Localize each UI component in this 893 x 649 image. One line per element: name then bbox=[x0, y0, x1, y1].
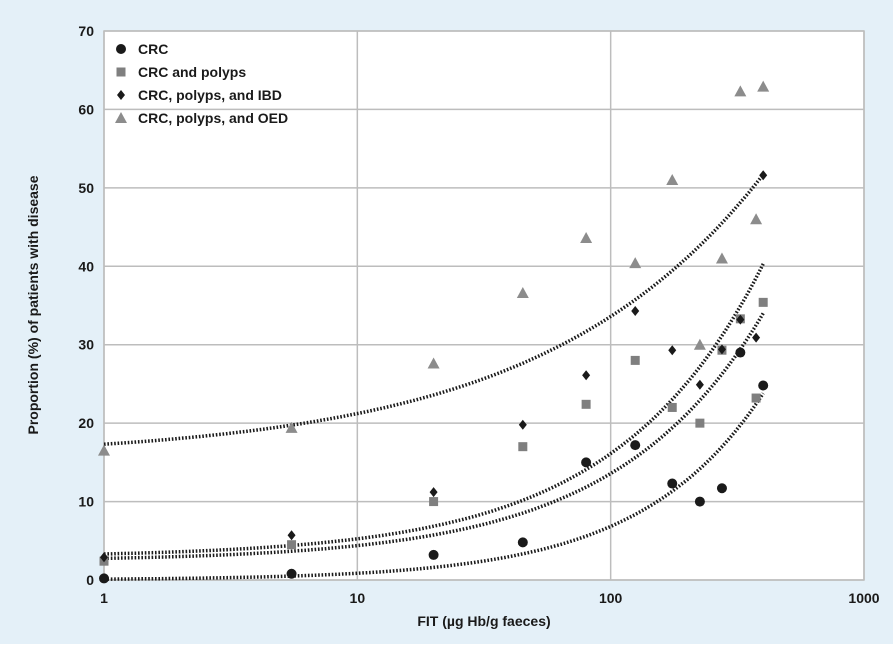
trend-line bbox=[103, 312, 765, 561]
data-point-series-3 bbox=[582, 370, 591, 381]
legend-marker bbox=[115, 112, 127, 123]
data-point-series-1 bbox=[758, 380, 769, 391]
y-tick-label: 70 bbox=[78, 23, 94, 39]
data-point-series-2 bbox=[630, 355, 640, 365]
data-point-series-1 bbox=[630, 440, 641, 451]
data-point-series-4 bbox=[98, 444, 110, 456]
y-tick-label: 30 bbox=[78, 337, 94, 353]
data-point-series-1 bbox=[694, 496, 705, 507]
y-tick-label: 60 bbox=[78, 101, 94, 117]
y-axis-title: Proportion (%) of patients with disease bbox=[25, 175, 41, 434]
trend-lines bbox=[103, 173, 765, 581]
legend-marker bbox=[116, 44, 126, 54]
legend-label: CRC, polyps, and OED bbox=[138, 110, 288, 126]
tick-labels: 0 10 20 30 40 50 60 70 1 10 100 1000 bbox=[78, 23, 879, 606]
x-tick-label: 100 bbox=[599, 590, 623, 606]
y-tick-label: 20 bbox=[78, 415, 94, 431]
trend-line bbox=[103, 263, 765, 556]
data-point-series-4 bbox=[750, 213, 763, 225]
data-points bbox=[98, 80, 770, 584]
data-point-series-4 bbox=[285, 421, 298, 433]
data-point-series-3 bbox=[287, 530, 296, 541]
data-point-series-4 bbox=[516, 286, 529, 298]
data-point-series-3 bbox=[752, 332, 761, 343]
data-point-series-4 bbox=[427, 357, 440, 369]
data-point-series-3 bbox=[429, 487, 438, 498]
data-point-series-3 bbox=[631, 305, 640, 316]
x-axis-title: FIT (µg Hb/g faeces) bbox=[417, 613, 550, 629]
y-tick-label: 10 bbox=[78, 494, 94, 510]
data-point-series-2 bbox=[751, 393, 761, 403]
x-tick-label: 1000 bbox=[848, 590, 879, 606]
data-point-series-3 bbox=[100, 552, 108, 563]
data-point-series-2 bbox=[758, 297, 768, 307]
data-point-series-2 bbox=[667, 402, 677, 412]
x-tick-label: 1 bbox=[100, 590, 108, 606]
data-point-series-1 bbox=[517, 537, 528, 548]
y-tick-label: 50 bbox=[78, 180, 94, 196]
data-point-series-4 bbox=[734, 85, 747, 97]
data-point-series-2 bbox=[429, 497, 439, 507]
legend-marker bbox=[117, 90, 125, 100]
x-tick-label: 10 bbox=[350, 590, 366, 606]
data-point-series-1 bbox=[716, 483, 727, 494]
data-point-series-3 bbox=[717, 344, 726, 355]
data-point-series-4 bbox=[666, 174, 679, 186]
data-point-series-3 bbox=[518, 419, 527, 430]
data-point-series-2 bbox=[695, 418, 705, 428]
trend-line bbox=[103, 392, 765, 581]
data-point-series-3 bbox=[759, 170, 768, 181]
data-point-series-3 bbox=[695, 379, 704, 390]
data-point-series-1 bbox=[581, 457, 592, 468]
y-tick-label: 40 bbox=[78, 258, 94, 274]
trend-line bbox=[103, 173, 765, 446]
data-point-series-2 bbox=[518, 442, 528, 452]
plot-area bbox=[104, 31, 864, 580]
data-point-series-3 bbox=[736, 314, 745, 325]
data-point-series-4 bbox=[693, 338, 706, 350]
data-point-series-1 bbox=[428, 549, 439, 560]
data-point-series-3 bbox=[668, 345, 677, 356]
legend-label: CRC, polyps, and IBD bbox=[138, 87, 282, 103]
plot-frame bbox=[103, 30, 865, 581]
data-point-series-1 bbox=[667, 478, 678, 489]
legend: CRC CRC and polyps CRC, polyps, and IBD CRC… bbox=[115, 41, 288, 126]
data-point-series-1 bbox=[99, 573, 109, 584]
data-point-series-2 bbox=[581, 399, 591, 409]
legend-marker bbox=[116, 67, 126, 77]
legend-label: CRC bbox=[138, 41, 168, 57]
data-point-series-4 bbox=[580, 232, 593, 244]
data-point-series-2 bbox=[287, 540, 297, 550]
data-point-series-4 bbox=[629, 257, 642, 269]
data-point-series-4 bbox=[757, 80, 770, 92]
data-point-series-1 bbox=[735, 347, 746, 358]
data-point-series-1 bbox=[286, 568, 297, 579]
y-tick-label: 0 bbox=[86, 572, 94, 588]
grid-lines bbox=[103, 30, 865, 581]
legend-label: CRC and polyps bbox=[138, 64, 246, 80]
data-point-series-4 bbox=[715, 252, 728, 264]
